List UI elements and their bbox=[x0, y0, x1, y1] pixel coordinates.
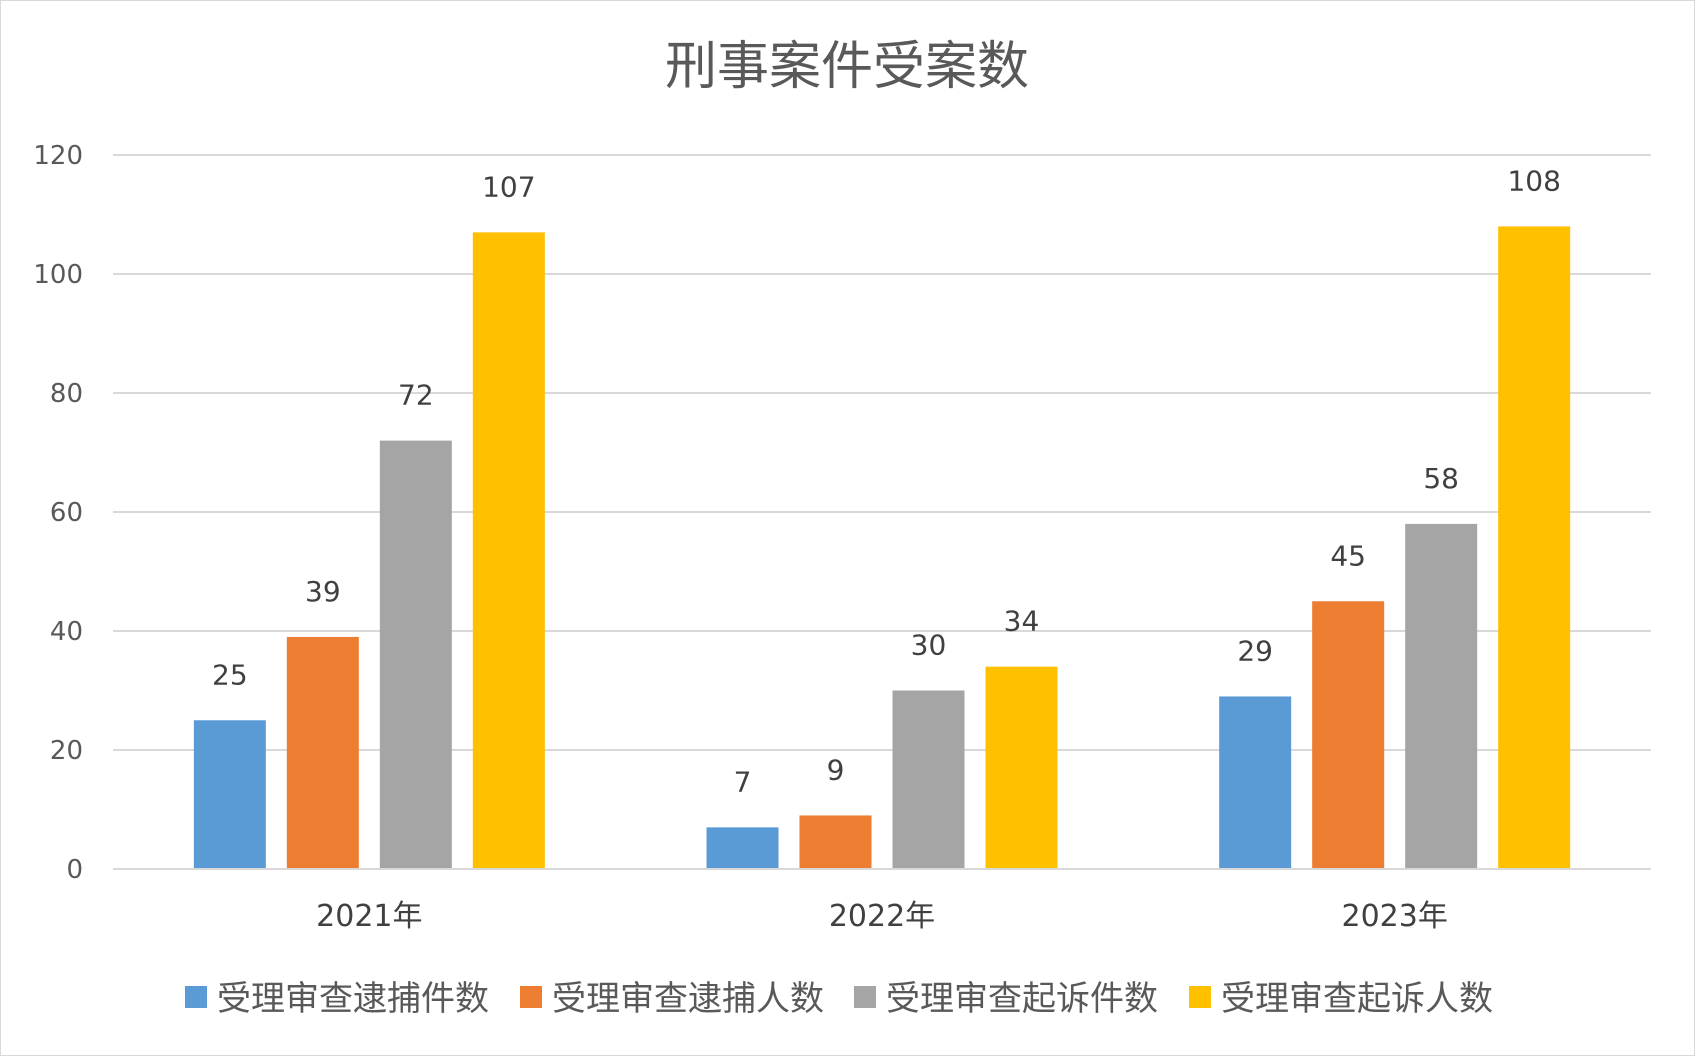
gridlines bbox=[113, 154, 1651, 751]
data-label: 58 bbox=[1423, 462, 1459, 495]
legend-label: 受理审查起诉人数 bbox=[1221, 979, 1493, 1019]
y-tick-label: 20 bbox=[50, 736, 83, 766]
x-tick-label: 2021年 bbox=[316, 899, 422, 934]
bar bbox=[1219, 696, 1292, 869]
x-tick-label: 2023年 bbox=[1341, 899, 1447, 934]
bar bbox=[799, 815, 872, 869]
y-tick-label: 60 bbox=[50, 498, 83, 528]
y-tick-label: 0 bbox=[66, 855, 83, 885]
bar bbox=[1312, 601, 1385, 869]
data-label: 72 bbox=[398, 379, 434, 412]
data-label: 39 bbox=[305, 575, 341, 608]
legend-label: 受理审查逮捕件数 bbox=[217, 979, 489, 1019]
legend-swatch bbox=[185, 986, 207, 1008]
data-label: 45 bbox=[1330, 539, 1366, 572]
bar bbox=[1405, 523, 1478, 869]
data-label: 9 bbox=[827, 753, 845, 786]
data-label: 30 bbox=[911, 629, 947, 662]
bar bbox=[706, 827, 779, 869]
y-axis-ticks: 0 20 40 60 80 100 120 bbox=[33, 141, 83, 885]
y-tick-label: 40 bbox=[50, 617, 83, 647]
y-tick-label: 120 bbox=[33, 141, 83, 171]
bars bbox=[193, 226, 1571, 870]
data-label: 107 bbox=[482, 170, 535, 203]
data-label: 108 bbox=[1507, 164, 1560, 197]
legend: 受理审查逮捕件数 受理审查逮捕人数 受理审查起诉件数 受理审查起诉人数 bbox=[185, 979, 1493, 1019]
data-label: 7 bbox=[734, 765, 752, 798]
legend-swatch bbox=[1189, 986, 1211, 1008]
legend-swatch bbox=[854, 986, 876, 1008]
legend-swatch bbox=[520, 986, 542, 1008]
y-tick-label: 80 bbox=[50, 379, 83, 409]
data-label: 29 bbox=[1237, 634, 1273, 667]
bar bbox=[985, 666, 1058, 869]
data-labels: 25 39 72 107 7 9 30 34 29 45 58 108 bbox=[212, 164, 1561, 798]
data-label: 34 bbox=[1004, 605, 1040, 638]
legend-label: 受理审查逮捕人数 bbox=[552, 979, 824, 1019]
bar bbox=[193, 720, 266, 869]
legend-label: 受理审查起诉件数 bbox=[886, 979, 1158, 1019]
x-axis-ticks: 2021年 2022年 2023年 bbox=[316, 899, 1448, 934]
x-tick-label: 2022年 bbox=[829, 899, 935, 934]
bar bbox=[286, 636, 359, 869]
bar bbox=[472, 232, 545, 870]
chart-title: 刑事案件受案数 bbox=[665, 37, 1029, 97]
bar bbox=[1498, 226, 1571, 869]
bar bbox=[379, 440, 452, 869]
data-label: 25 bbox=[212, 658, 248, 691]
bar bbox=[892, 690, 965, 869]
y-tick-label: 100 bbox=[33, 260, 83, 290]
